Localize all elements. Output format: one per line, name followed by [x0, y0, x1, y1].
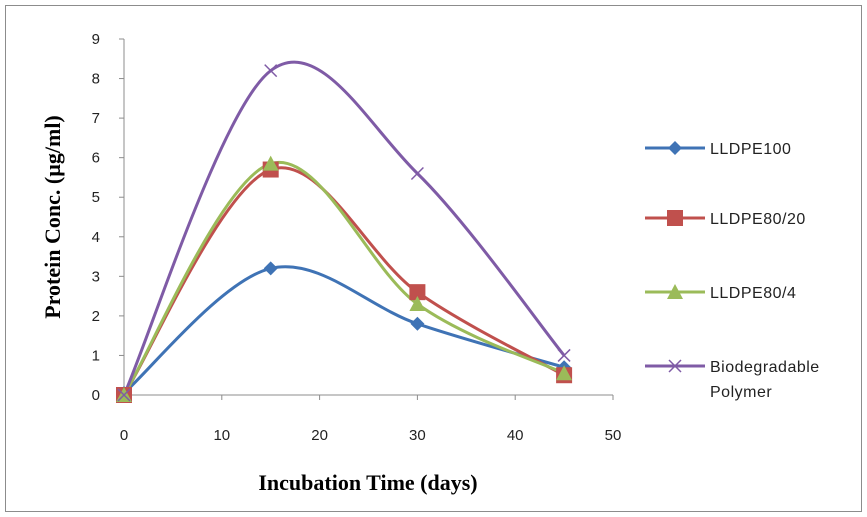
legend: LLDPE100 LLDPE80/20 LLDPE80/4 Biodegradable… — [645, 141, 820, 401]
data-point-series-4 — [557, 348, 571, 362]
series-markers — [116, 64, 573, 403]
data-point-series-2 — [409, 284, 426, 301]
y-tick-label: 2 — [92, 308, 100, 325]
y-tick-label: 7 — [92, 110, 100, 127]
y-tick-label: 6 — [92, 150, 100, 167]
data-point-series-4 — [264, 64, 278, 78]
x-tick-label: 50 — [605, 427, 622, 444]
x-axis-title: Incubation Time (days) — [258, 470, 477, 495]
y-tick-label: 1 — [92, 347, 100, 364]
series-line-3 — [122, 160, 565, 396]
legend-marker — [668, 141, 682, 155]
y-tick-label: 4 — [92, 229, 100, 246]
y-tick-label: 8 — [92, 71, 100, 88]
legend-marker — [668, 359, 682, 373]
data-point-series-3 — [409, 296, 426, 312]
series-lines — [122, 60, 566, 396]
y-tick-label: 5 — [92, 189, 100, 206]
data-point-series-4 — [410, 166, 424, 181]
data-point-series-1 — [410, 316, 425, 331]
x-tick-label: 20 — [311, 427, 328, 444]
data-point-series-4 — [117, 388, 131, 402]
legend-marker — [667, 210, 683, 226]
y-tick-label: 0 — [92, 387, 100, 404]
x-tick-label: 40 — [507, 427, 524, 444]
legend-label: LLDPE80/4 — [710, 285, 796, 302]
y-axis-title: Protein Conc. (µg/ml) — [40, 115, 65, 319]
series-line-1 — [123, 265, 565, 395]
legend-label: LLDPE80/20 — [710, 211, 806, 228]
chart-border — [5, 5, 862, 512]
legend-marker — [667, 284, 683, 299]
x-tick-label: 30 — [409, 427, 426, 444]
y-tick-label: 3 — [92, 268, 100, 285]
data-point-series-3 — [262, 155, 279, 171]
x-tick-label: 10 — [213, 427, 230, 444]
data-point-series-3 — [556, 365, 573, 381]
data-point-series-1 — [263, 261, 278, 276]
legend-label: Biodegradable Polymer — [710, 359, 820, 401]
x-ticks: 0 10 20 30 40 50 — [120, 395, 622, 444]
x-tick-label: 0 — [120, 427, 128, 444]
y-tick-label: 9 — [92, 31, 100, 48]
y-ticks: 0 1 2 3 4 5 6 7 8 9 — [92, 31, 124, 404]
series-line-4 — [122, 60, 566, 396]
axes-group — [123, 39, 613, 396]
legend-label: LLDPE100 — [710, 141, 791, 158]
